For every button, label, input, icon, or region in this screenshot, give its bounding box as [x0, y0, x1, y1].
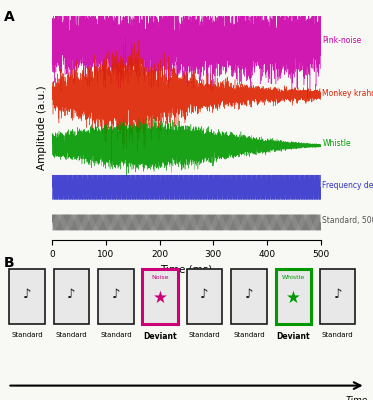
Text: Standard: Standard: [100, 332, 132, 338]
Text: Standard: Standard: [11, 332, 43, 338]
Bar: [9, 269, 45, 324]
Bar: [98, 269, 134, 324]
Y-axis label: Amplitude (a.u.): Amplitude (a.u.): [37, 86, 47, 170]
Text: ★: ★: [286, 289, 301, 307]
Text: Frequency deviant, 750 Hz: Frequency deviant, 750 Hz: [322, 181, 373, 190]
Text: Whistle: Whistle: [322, 139, 351, 148]
Text: ♪: ♪: [23, 288, 31, 301]
Text: Noise: Noise: [151, 275, 169, 280]
Text: Deviant: Deviant: [276, 332, 310, 341]
Text: Standard: Standard: [233, 332, 265, 338]
Text: Standard, 500 Hz: Standard, 500 Hz: [322, 216, 373, 225]
Text: Standard: Standard: [56, 332, 87, 338]
Bar: [320, 269, 355, 324]
Text: A: A: [4, 10, 15, 24]
Bar: [231, 269, 267, 324]
Text: ♪: ♪: [200, 288, 209, 301]
Text: Standard: Standard: [189, 332, 220, 338]
Text: Time: Time: [345, 396, 367, 400]
Text: ★: ★: [153, 289, 167, 307]
Bar: [54, 269, 89, 324]
Text: Monkey krahoo: Monkey krahoo: [322, 89, 373, 98]
X-axis label: Time (ms): Time (ms): [160, 264, 213, 274]
Text: Deviant: Deviant: [143, 332, 177, 341]
Text: ♪: ♪: [67, 288, 76, 301]
Text: ♪: ♪: [245, 288, 253, 301]
Text: Pink-noise: Pink-noise: [322, 36, 362, 45]
Text: ♪: ♪: [333, 288, 342, 301]
Bar: [276, 269, 311, 324]
Bar: [142, 269, 178, 324]
Text: Whistle: Whistle: [282, 275, 305, 280]
Text: B: B: [4, 256, 14, 270]
Bar: [187, 269, 222, 324]
Text: ♪: ♪: [112, 288, 120, 301]
Text: Standard: Standard: [322, 332, 354, 338]
